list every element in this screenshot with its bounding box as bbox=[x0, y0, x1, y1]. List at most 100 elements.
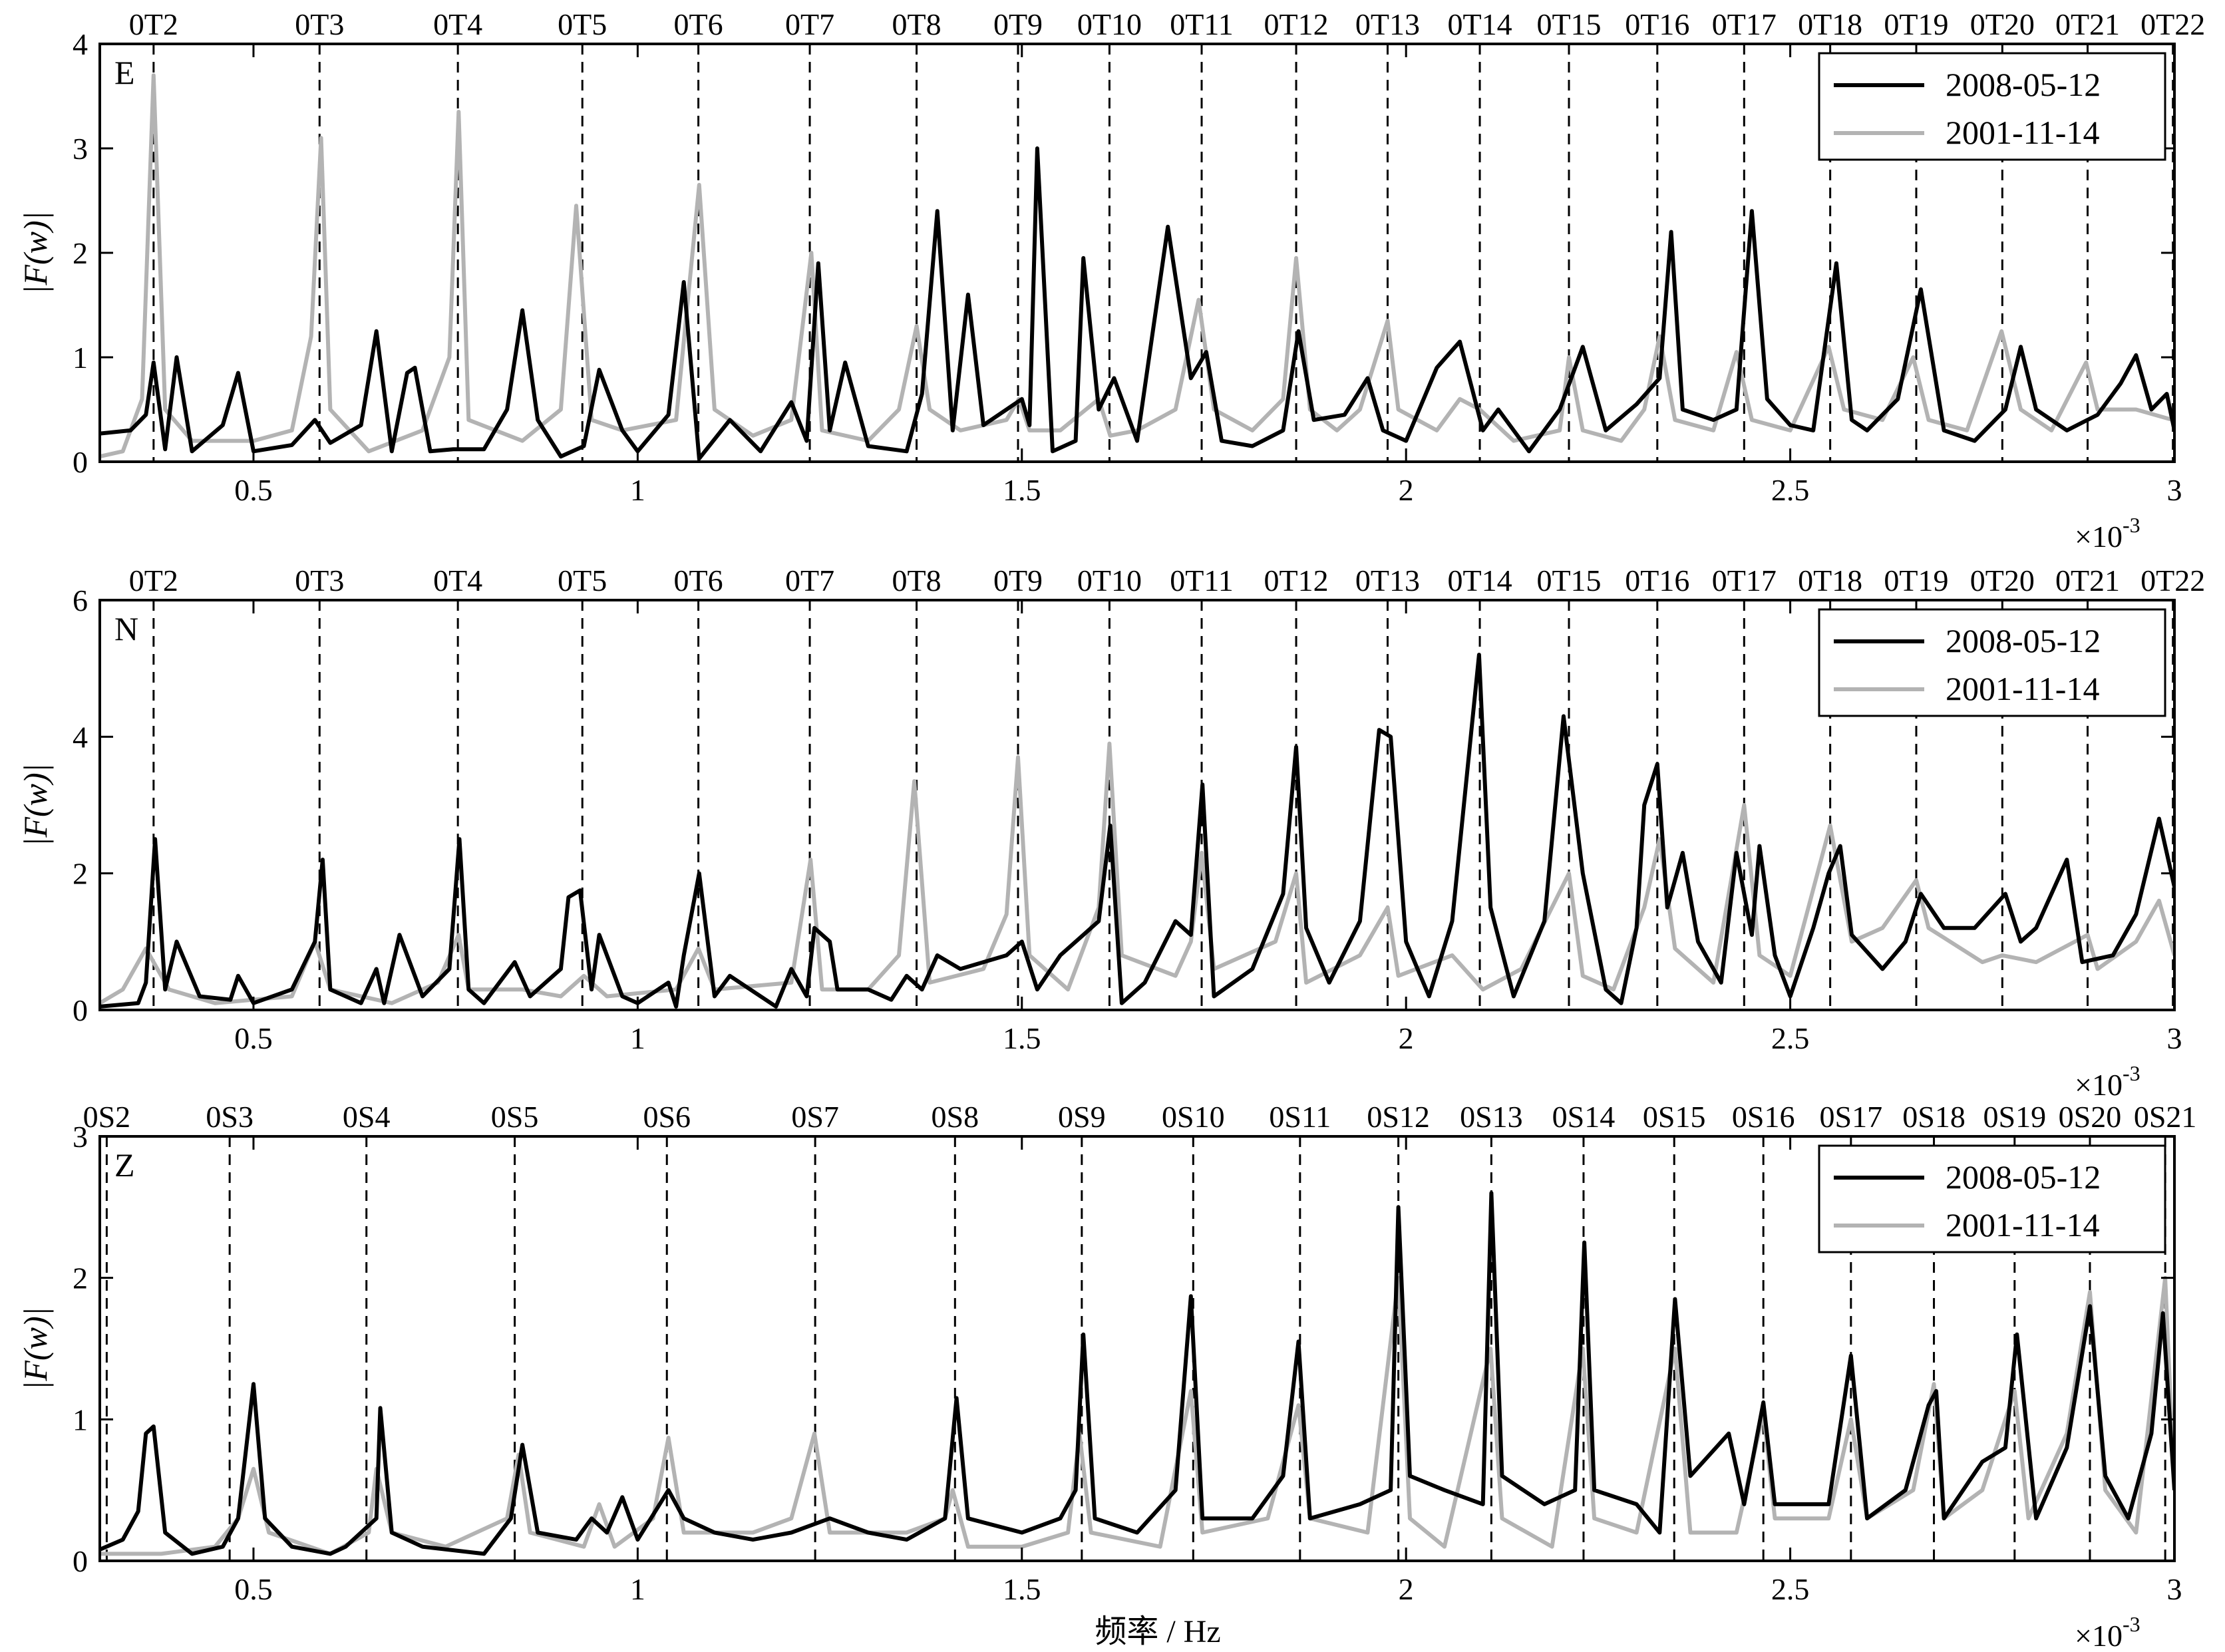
mode-marker-label: 0S4 bbox=[343, 1100, 391, 1134]
series-line bbox=[100, 1191, 2174, 1556]
y-tick-label: 0 bbox=[73, 993, 88, 1027]
x-tick-label: 2 bbox=[1399, 473, 1414, 507]
panel-n: 0T2 0T3 0T4 0T5 0T6 0T7 0T8 0T9 0T10 0T11 0T12 0T13… bbox=[17, 564, 2205, 1102]
mode-marker-label: 0T10 bbox=[1077, 564, 1142, 597]
x-tick-label: 1.5 bbox=[1003, 1572, 1041, 1606]
mode-marker-label: 0T19 bbox=[1884, 564, 1948, 597]
legend-box bbox=[1818, 52, 2166, 161]
mode-marker-label: 0T7 bbox=[785, 564, 834, 597]
mode-marker-label: 0S6 bbox=[643, 1100, 691, 1134]
y-tick-label: 6 bbox=[73, 583, 88, 617]
panel-z: 0S2 0S3 0S4 0S5 0S6 0S7 0S8 0S9 0S10 0S11 0S12 0S13… bbox=[17, 1100, 2196, 1652]
mode-marker-label: 0S20 bbox=[2059, 1100, 2122, 1134]
mode-marker-label: 0S7 bbox=[791, 1100, 839, 1134]
mode-marker-label: 0T14 bbox=[1447, 7, 1512, 41]
mode-marker-label: 0T21 bbox=[2055, 564, 2120, 597]
legend-entry-label: 2001-11-14 bbox=[1946, 114, 2099, 151]
mode-marker-label: 0S12 bbox=[1367, 1100, 1430, 1134]
y-tick-label: 0 bbox=[73, 445, 88, 479]
mode-marker-label: 0T20 bbox=[1970, 7, 2035, 41]
mode-marker-label: 0T10 bbox=[1077, 7, 1142, 41]
x-tick-label: 1 bbox=[630, 473, 645, 507]
mode-marker-label: 0S2 bbox=[83, 1100, 131, 1134]
series-group bbox=[100, 73, 2174, 461]
mode-marker-label: 0S16 bbox=[1732, 1100, 1795, 1134]
legend-entry-label: 2001-11-14 bbox=[1946, 1206, 2099, 1243]
mode-marker-label: 0S9 bbox=[1058, 1100, 1106, 1134]
mode-marker-label: 0S18 bbox=[1902, 1100, 1966, 1134]
panel-label: N bbox=[114, 610, 138, 647]
mode-marker-label: 0T22 bbox=[2140, 564, 2205, 597]
legend-box bbox=[1818, 608, 2166, 717]
x-tick-label: 2.5 bbox=[1771, 1021, 1810, 1055]
x-tick-label: 0.5 bbox=[234, 1021, 273, 1055]
mode-marker-label: 0T15 bbox=[1536, 7, 1601, 41]
x-tick-label: 1 bbox=[630, 1021, 645, 1055]
y-tick-label: 1 bbox=[73, 1403, 88, 1436]
legend-entry-label: 2008-05-12 bbox=[1946, 66, 2101, 103]
mode-marker-label: 0S19 bbox=[1983, 1100, 2047, 1134]
mode-marker-label: 0S5 bbox=[491, 1100, 539, 1134]
axes-frame bbox=[98, 599, 2176, 1011]
mode-marker-label: 0S15 bbox=[1643, 1100, 1706, 1134]
x-tick-label: 2 bbox=[1399, 1572, 1414, 1606]
legend-entry-label: 2008-05-12 bbox=[1946, 622, 2101, 659]
mode-marker-label: 0T4 bbox=[433, 7, 482, 41]
mode-marker-label: 0T12 bbox=[1264, 564, 1328, 597]
legend-box bbox=[1818, 1144, 2166, 1253]
mode-marker-label: 0S8 bbox=[932, 1100, 979, 1134]
y-tick-label: 1 bbox=[73, 341, 88, 375]
mode-marker-label: 0S13 bbox=[1460, 1100, 1523, 1134]
mode-marker-label: 0T9 bbox=[993, 7, 1043, 41]
series-line bbox=[100, 653, 2174, 1009]
x-tick-label: 2.5 bbox=[1771, 1572, 1810, 1606]
y-tick-label: 3 bbox=[73, 1120, 88, 1154]
mode-marker-label: 0S10 bbox=[1162, 1100, 1225, 1134]
mode-marker-label: 0T16 bbox=[1625, 7, 1689, 41]
mode-marker-label: 0T15 bbox=[1536, 564, 1601, 597]
mode-marker-label: 0T4 bbox=[433, 564, 482, 597]
series-line bbox=[100, 146, 2174, 461]
legend-entry-label: 2008-05-12 bbox=[1946, 1158, 2101, 1196]
x-tick-label: 3 bbox=[2167, 473, 2182, 507]
x-tick-label: 3 bbox=[2167, 1572, 2182, 1606]
mode-marker-label: 0T22 bbox=[2140, 7, 2205, 41]
y-tick-label: 3 bbox=[73, 132, 88, 166]
x-tick-label: 2.5 bbox=[1771, 473, 1810, 507]
x-exponent-note: ×10-3 bbox=[2075, 1612, 2140, 1652]
mode-marker-label: 0T18 bbox=[1798, 564, 1862, 597]
mode-marker-label: 0T5 bbox=[558, 7, 607, 41]
x-exponent-sup: -3 bbox=[2123, 513, 2140, 537]
y-tick-label: 4 bbox=[73, 27, 88, 61]
y-tick-label: 0 bbox=[73, 1544, 88, 1578]
x-tick-label: 0.5 bbox=[234, 1572, 273, 1606]
mode-marker-label: 0T2 bbox=[129, 564, 178, 597]
mode-marker-label: 0T8 bbox=[892, 7, 941, 41]
y-tick-label: 4 bbox=[73, 720, 88, 754]
panel-label: E bbox=[114, 54, 135, 91]
panel-label: Z bbox=[114, 1146, 135, 1184]
mode-marker-label: 0T2 bbox=[129, 7, 178, 41]
legend-entry-label: 2001-11-14 bbox=[1946, 670, 2099, 707]
mode-marker-label: 0T16 bbox=[1625, 564, 1689, 597]
mode-marker-label: 0T6 bbox=[674, 7, 723, 41]
x-exponent-sup: -3 bbox=[2123, 1612, 2140, 1636]
mode-marker-label: 0T8 bbox=[892, 564, 941, 597]
x-tick-label: 1.5 bbox=[1003, 473, 1041, 507]
x-tick-label: 3 bbox=[2167, 1021, 2182, 1055]
mode-marker-label: 0T19 bbox=[1884, 7, 1948, 41]
x-axis-label: 频率 / Hz bbox=[1095, 1614, 1220, 1649]
y-tick-label: 2 bbox=[73, 236, 88, 270]
x-tick-label: 2 bbox=[1399, 1021, 1414, 1055]
x-tick-label: 1.5 bbox=[1003, 1021, 1041, 1055]
y-axis-label: |F(w)| bbox=[17, 212, 54, 295]
mode-marker-label: 0T3 bbox=[295, 564, 344, 597]
mode-marker-label: 0T13 bbox=[1355, 7, 1420, 41]
x-exponent-sup: -3 bbox=[2123, 1061, 2140, 1085]
mode-marker-label: 0S3 bbox=[206, 1100, 254, 1134]
mode-marker-label: 0T14 bbox=[1447, 564, 1512, 597]
mode-marker-label: 0T5 bbox=[558, 564, 607, 597]
mode-marker-label: 0S21 bbox=[2134, 1100, 2197, 1134]
mode-marker-label: 0T21 bbox=[2055, 7, 2120, 41]
